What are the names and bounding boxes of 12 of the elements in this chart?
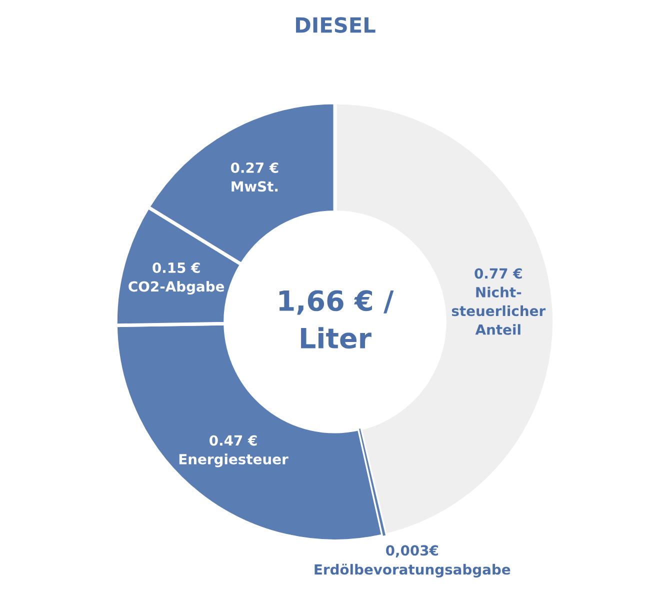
slice-label: Erdölbevoratungsabgabe: [314, 564, 510, 578]
chart-title: DIESEL: [296, 17, 376, 33]
data-label: 0.27 €: [230, 162, 278, 173]
slice-label: MwSt.: [232, 181, 278, 192]
data-label: 0.47 €: [210, 435, 257, 446]
data-label: 0.77 €: [474, 268, 522, 279]
slice-label: Nicht- steuerlicher Anteil: [452, 286, 546, 335]
data-label: 0,003€: [386, 545, 438, 558]
data-label: 0.15 €: [152, 262, 200, 274]
slice-label: Energiesteuer: [179, 454, 288, 468]
text: 1,66 € / Liter: [279, 290, 394, 349]
slice-label: CO2-Abgabe: [128, 280, 224, 295]
